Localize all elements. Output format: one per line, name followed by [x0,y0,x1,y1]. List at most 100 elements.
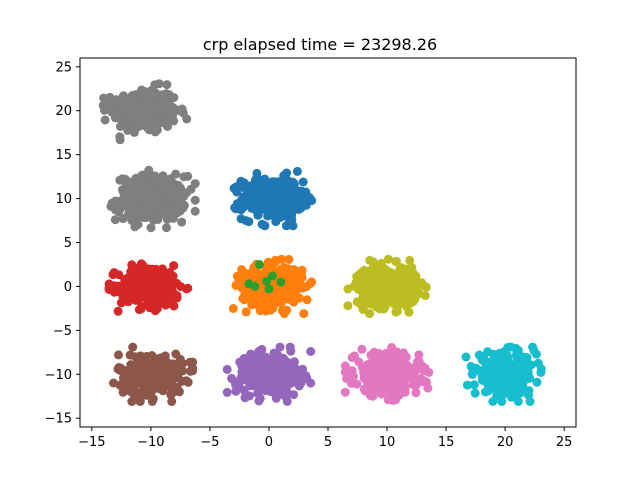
x-tick-label: 0 [265,435,273,450]
point-series-6 [402,283,411,293]
point-series-10 [467,369,477,379]
point-series-2 [281,221,291,231]
point-series-3 [169,261,179,271]
point-series-9 [424,367,434,377]
point-series-10 [466,361,476,371]
point-series-8 [253,389,263,398]
point-series-8 [296,378,306,388]
point-series-6 [371,281,381,291]
point-series-2 [301,191,311,201]
point-series-0 [150,127,160,137]
point-series-2 [231,204,241,214]
point-series-10 [474,350,484,360]
point-series-7 [150,382,160,392]
point-series-0 [140,100,150,110]
point-series-0 [100,105,109,115]
point-series-2 [287,215,297,225]
point-series-4 [228,304,238,313]
point-series-8 [306,347,316,356]
x-tick-label: −10 [137,435,164,450]
point-series-6 [406,277,416,287]
point-series-7 [157,382,167,392]
point-series-10 [532,377,542,387]
point-series-8 [275,342,285,352]
point-series-7 [167,374,177,383]
point-series-2 [264,208,274,218]
point-series-4 [294,293,304,303]
point-series-8 [289,390,299,400]
point-series-1 [135,212,144,222]
point-series-9 [390,355,400,364]
point-series-10 [461,352,471,362]
point-series-8 [245,391,254,401]
point-series-7 [138,378,148,388]
point-series-4 [298,283,307,293]
point-series-0 [122,112,132,122]
point-series-7 [167,397,177,406]
point-series-1 [115,175,125,185]
y-tick-label: 15 [55,148,72,163]
point-series-7 [158,368,168,378]
point-series-6 [359,285,368,295]
point-series-0 [125,95,135,105]
point-series-3 [136,259,146,269]
point-series-10 [480,387,490,397]
point-series-8 [269,348,279,358]
point-series-1 [183,171,193,181]
point-series-1 [146,223,156,233]
point-series-7 [177,376,187,386]
point-series-10 [495,389,505,398]
point-series-7 [125,350,135,360]
point-series-9 [340,361,350,371]
point-series-4 [299,309,309,319]
point-series-8 [248,381,258,391]
point-series-4 [241,307,251,317]
point-series-0 [106,101,115,110]
point-series-0 [128,107,138,117]
point-series-10 [497,371,507,381]
point-series-7 [147,359,157,369]
point-series-1 [129,200,139,210]
point-series-8 [257,357,267,367]
point-series-9 [394,382,403,392]
point-series-2 [268,200,278,210]
point-series-2 [271,208,281,218]
point-series-9 [412,357,422,367]
point-series-10 [513,397,523,406]
point-series-7 [136,361,146,371]
point-series-2 [257,219,267,229]
point-series-10 [528,342,538,352]
point-series-9 [377,378,387,388]
point-series-7 [138,354,148,364]
point-series-8 [254,396,264,406]
point-series-7 [147,397,157,406]
point-series-9 [409,376,419,386]
point-series-2 [259,186,269,196]
point-series-3 [162,271,172,281]
point-series-10 [536,367,546,377]
point-series-10 [514,367,524,377]
point-series-0 [169,116,179,126]
point-series-8 [222,387,232,397]
point-series-10 [479,376,489,386]
point-series-4 [285,287,295,297]
point-series-6 [399,269,409,279]
point-series-6 [362,299,372,309]
point-series-7 [127,376,137,386]
point-series-9 [387,343,397,352]
point-series-10 [497,397,507,406]
point-series-1 [156,196,166,206]
point-series-10 [525,397,535,406]
point-series-1 [141,202,151,212]
point-series-6 [409,287,419,297]
point-series-9 [365,389,375,399]
point-series-9 [367,368,377,378]
point-series-2 [292,166,302,176]
point-series-9 [349,372,358,381]
point-series-1 [162,223,171,233]
y-tick-label: −15 [45,412,72,427]
point-series-0 [152,106,162,116]
point-series-9 [379,361,388,371]
point-series-8 [270,366,280,376]
